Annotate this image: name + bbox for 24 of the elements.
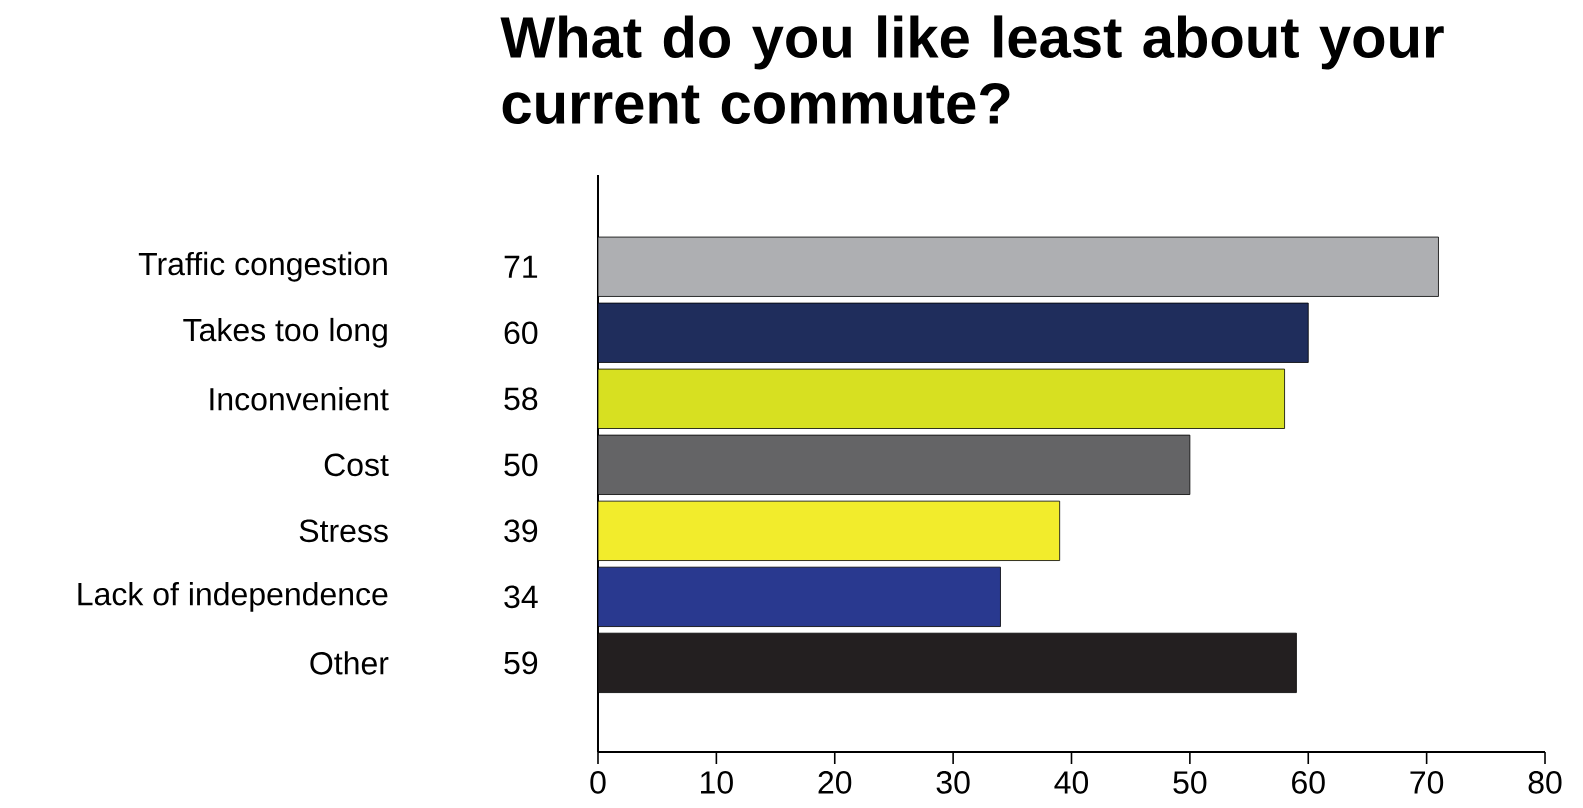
y-tick-label: Other [310,651,389,675]
data-label: 39 [504,519,538,543]
x-tick-label: 40 [1054,771,1089,794]
data-label: 71 [504,255,538,278]
x-tick-label: 20 [818,771,852,794]
y-tick-label: Traffic congestion [138,251,387,282]
x-tick-label: 50 [1173,771,1207,794]
y-tick-label: Stress [299,519,388,543]
data-label: 59 [504,651,538,675]
data-label: 50 [504,453,538,477]
x-tick-label: 30 [936,771,970,794]
data-label: 60 [504,321,538,345]
data-label: 34 [504,585,538,609]
data-label: 58 [504,387,538,411]
x-tick-label: 10 [701,771,733,794]
y-tick-label: Lack of independence [78,581,388,612]
x-tick-label: 80 [1528,771,1562,794]
y-tick-label: Takes too long [183,317,387,348]
x-tick-label: 0 [590,771,606,794]
chart-title: What do you like least about your current commute? [500,15,1444,124]
y-tick-label: Cost [324,453,389,477]
x-tick-label: 60 [1292,771,1325,794]
y-tick-label: Inconvenient [210,387,389,411]
x-tick-label: 70 [1410,771,1444,794]
